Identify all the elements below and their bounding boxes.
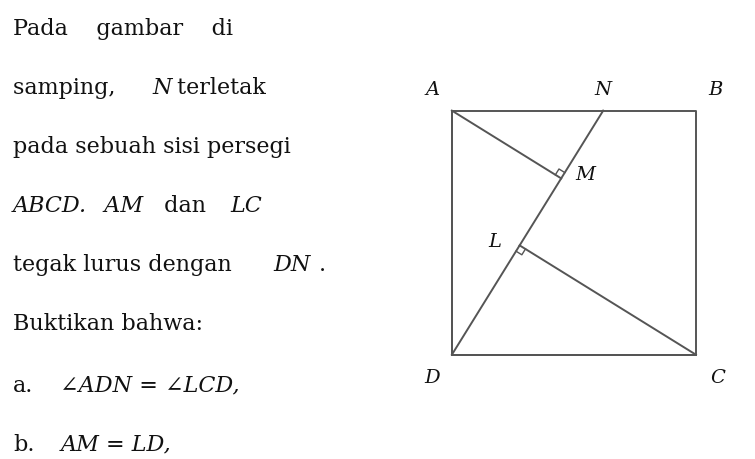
Text: M: M (575, 165, 596, 183)
Text: Buktikan bahwa:: Buktikan bahwa: (13, 312, 203, 334)
Text: B: B (708, 80, 723, 98)
Text: terletak: terletak (170, 77, 266, 99)
Text: a.: a. (13, 374, 33, 396)
Text: C: C (710, 368, 726, 386)
Text: ∠ADN = ∠LCD,: ∠ADN = ∠LCD, (60, 374, 240, 396)
Text: dan: dan (157, 195, 213, 217)
Text: ABCD.: ABCD. (13, 195, 87, 217)
Text: LC: LC (230, 195, 262, 217)
Text: pada sebuah sisi persegi: pada sebuah sisi persegi (13, 136, 291, 158)
Text: N: N (153, 77, 172, 99)
Text: A: A (425, 80, 439, 98)
Text: D: D (424, 368, 440, 386)
Text: b.: b. (13, 432, 35, 454)
Text: tegak lurus dengan: tegak lurus dengan (13, 253, 239, 275)
Text: samping,: samping, (13, 77, 122, 99)
Text: .: . (319, 253, 325, 275)
Text: AM = LD,: AM = LD, (60, 432, 171, 454)
Text: Pada    gambar    di: Pada gambar di (13, 18, 233, 40)
Text: N: N (595, 80, 612, 98)
Text: L: L (488, 232, 502, 250)
Text: AM: AM (91, 195, 143, 217)
Text: DN: DN (273, 253, 310, 275)
